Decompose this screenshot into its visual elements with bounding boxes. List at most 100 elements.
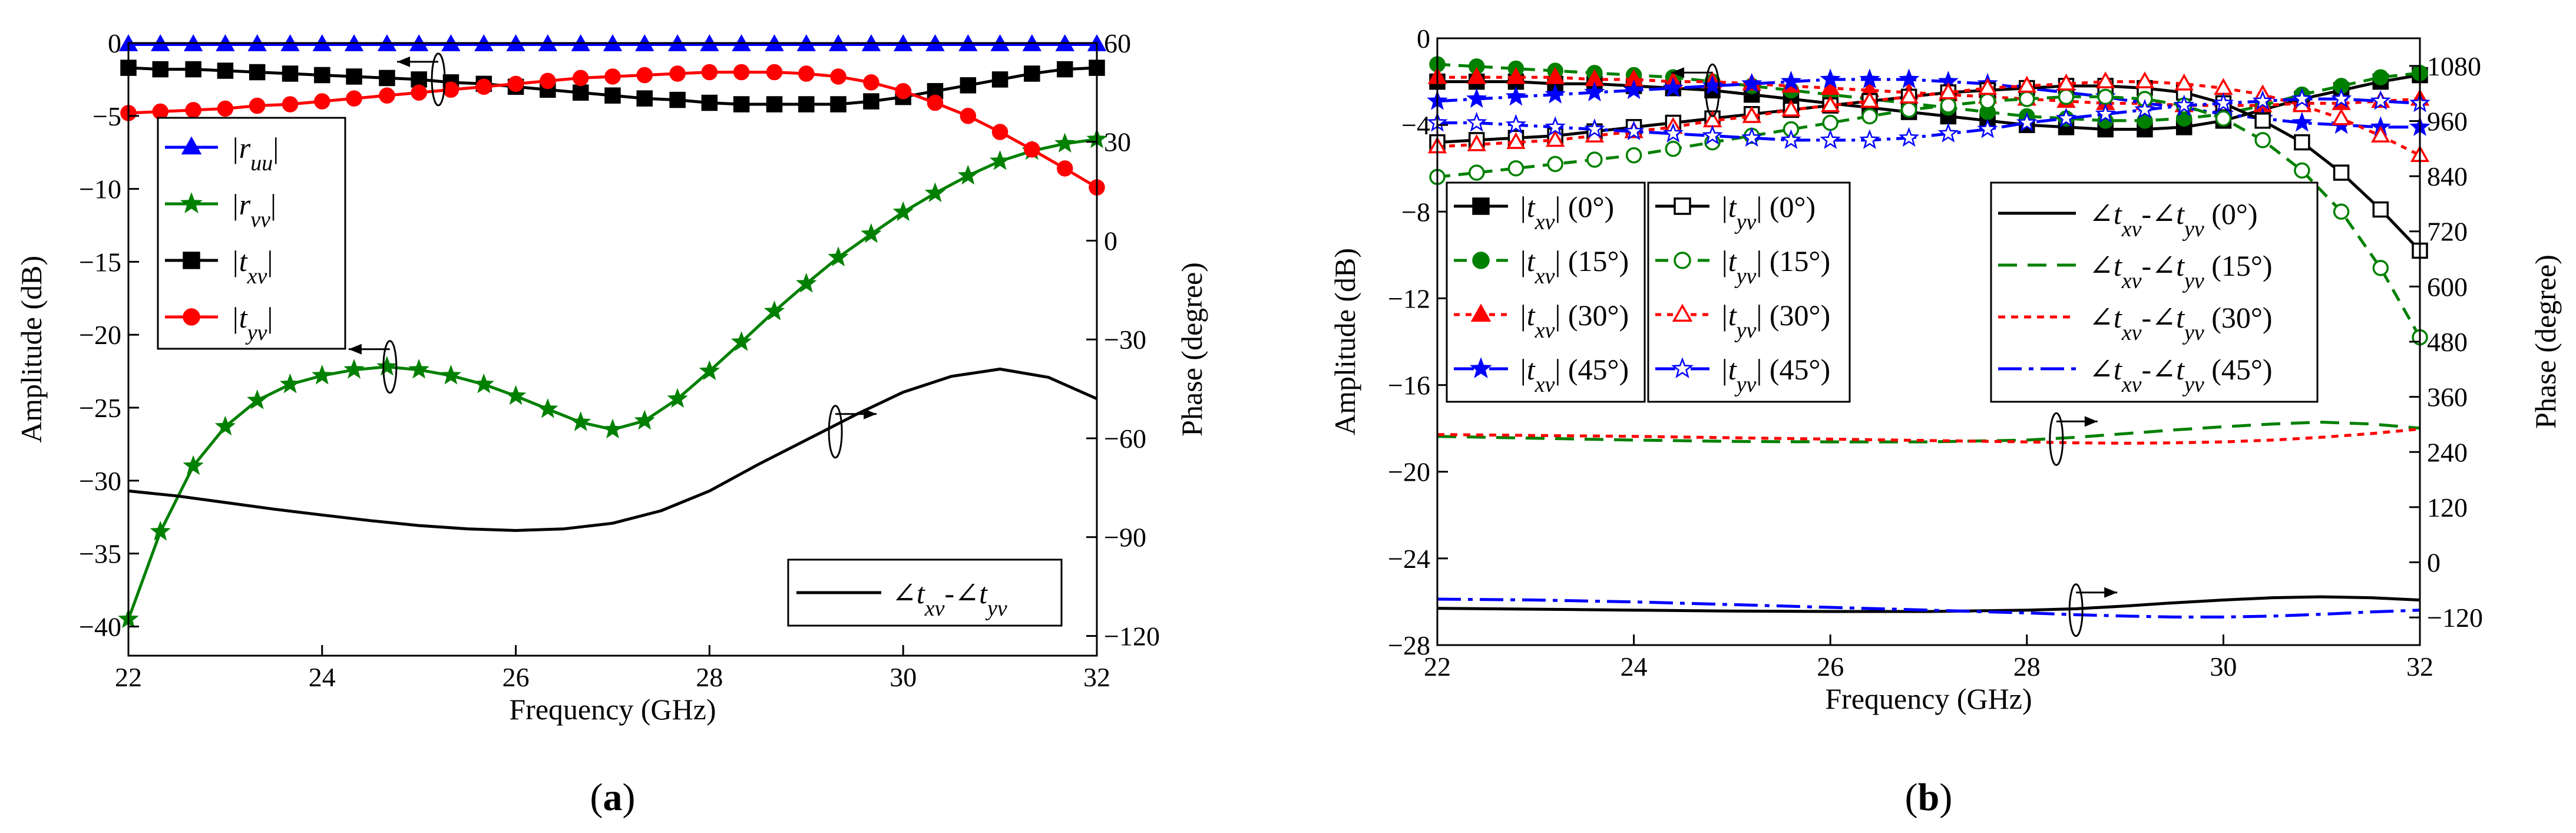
legend-label: ∠txv-∠tyv (0°) [2089,197,2258,242]
legend-marker [1470,357,1492,378]
series-marker-5 [2372,260,2389,276]
series-marker-3 [2291,111,2313,132]
series-line-11 [1437,597,2420,619]
series-marker-2 [1821,78,1840,95]
legend-text-part: vv [250,207,270,232]
series-marker-7 [2252,90,2273,110]
legend-text-part: | (15°) [1756,244,1830,277]
legend-text-part: xv [1535,264,1555,289]
legend-text-part: yv [2182,372,2204,397]
legend-label: |tyv| (45°) [1720,353,1830,397]
legend-text-part: |t [1720,299,1737,332]
series-marker-5 [2215,110,2232,127]
series-marker-6 [2096,71,2115,88]
panel-caption: (b) [1905,776,1953,819]
series-marker-2 [1506,67,1526,84]
legend-text-part: (45°) [2204,353,2273,386]
series-marker-5 [2019,91,2035,107]
series-marker-1 [763,300,785,320]
caption-paren: ( [1905,776,1918,819]
series-marker-3 [927,94,944,111]
legend-marker [181,136,202,155]
legend-marker [183,252,200,269]
series-marker-1 [537,398,558,418]
legend-label: ∠txv-∠tyv (15°) [2089,249,2273,293]
legend-text-part: yv [2182,269,2204,293]
series-marker-7 [1702,124,1723,145]
legend-label: |tyv| (0°) [1720,190,1816,234]
plot-frame [127,42,1098,657]
series-marker-3 [1662,77,1684,97]
legend-text-part: |r [231,131,251,164]
series-marker-3 [733,64,750,81]
series-marker-2 [185,61,201,78]
legend-text-part: yv [2182,217,2204,242]
x-tick-label: 28 [2013,652,2041,682]
legend-text-part: |t [1519,299,1536,332]
y-right-tick-label: 120 [2427,492,2468,523]
series-marker-3 [1545,84,1566,104]
series-marker-1 [214,415,236,436]
series-marker-3 [766,64,783,81]
legend-marker [180,192,203,213]
x-tick-label: 28 [696,662,723,692]
series-marker-5 [1586,151,1603,168]
series-marker-6 [1939,82,1958,100]
series-marker-7 [1623,120,1645,141]
series-marker-1 [699,360,720,381]
series-marker-3 [572,70,589,87]
series-marker-3 [798,65,815,82]
legend-label: |txv| (30°) [1519,299,1629,343]
x-axis-label: Frequency (GHz) [509,693,716,726]
legend-marker [1674,252,1691,269]
y-right-tick-label: 0 [1104,226,1117,256]
series-marker-3 [1741,72,1762,93]
legend-text-part: - [2142,353,2152,386]
legend-marker [1671,357,1694,378]
series-marker-1 [246,389,268,409]
legend-text-part: xv [1535,372,1555,397]
series-marker-3 [1505,85,1527,106]
legend-marker [183,308,200,326]
series-marker-5 [1979,92,1996,110]
series-marker-1 [731,331,752,351]
series-marker-1 [279,373,301,394]
series-marker-3 [442,81,459,98]
series-marker-7 [1977,118,1998,138]
series-marker-2 [604,87,621,104]
series-marker-3 [411,84,427,101]
series-marker-6 [2056,73,2076,91]
series-marker-5 [1900,101,1917,118]
y-left-tick-label: 0 [108,28,121,58]
legend-label: |tyv| (30°) [1720,299,1830,343]
legend-text-part: (0°) [2204,197,2258,230]
series-marker-3 [830,68,846,85]
series-marker-2 [798,96,815,113]
legend-text-part: ∠t [2089,353,2122,386]
series-marker-6 [1545,130,1565,147]
legend-text-part: | [267,244,273,277]
series-marker-2 [1056,61,1073,78]
axis-indicator-left-2 [348,340,398,394]
legend-label: ∠txv-∠tyv (30°) [2089,301,2273,345]
series-marker-7 [1505,114,1527,134]
y-left-tick-label: −20 [79,320,121,350]
legend-marker [1472,197,1490,215]
y-left-tick-label: −28 [1388,630,1430,660]
series-marker-2 [152,61,169,78]
axis-indicator-left-1 [397,52,446,107]
series-marker-3 [701,64,718,81]
legend-text-part: ∠t [2151,301,2185,334]
legend-text-part: yv [1734,372,1757,397]
y-left-tick-label: −10 [79,174,121,204]
arrow-head [2104,587,2118,598]
series-marker-5 [1507,160,1525,177]
series-marker-3 [249,97,266,114]
y-right-tick-label: −90 [1104,523,1146,553]
series-line-10 [1437,427,2420,445]
series-marker-3 [379,87,395,104]
y-right-axis-label: Phase (degree) [1175,262,1208,437]
series-marker-3 [1780,71,1802,91]
y-right-tick-label: 480 [2427,327,2468,357]
legend-col-2: |tyv| (0°) |t yv | (15°) |tyv| (30°) |tyv| (4… [1647,181,1851,403]
